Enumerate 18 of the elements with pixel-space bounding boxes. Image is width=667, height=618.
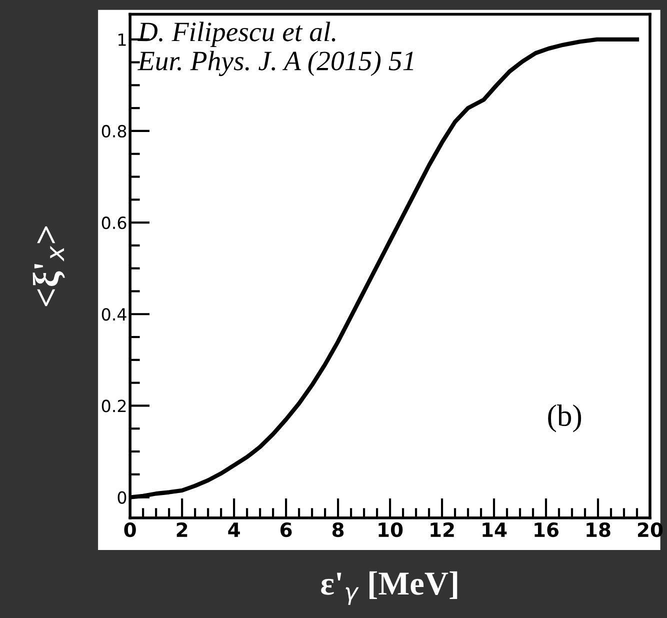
x-tick-label: 10 — [378, 522, 403, 538]
x-axis-title: ε'$_{γ}$ [MeV] — [321, 571, 458, 605]
y-tick-label: 1 — [118, 34, 126, 46]
x-tick-label: 16 — [534, 522, 558, 538]
y-axis-title: <ξ'$_{x}$> — [32, 226, 65, 306]
x-tick-label: 12 — [430, 522, 454, 537]
y-tick-label: 0.8 — [102, 124, 126, 138]
x-tick-label: 4 — [228, 522, 240, 537]
y-tick-label: 0.2 — [102, 400, 126, 412]
x-tick-label: 6 — [280, 522, 292, 538]
x-tick-label: 18 — [586, 522, 610, 538]
x-tick-label: 14 — [482, 522, 507, 537]
annotation: (b) — [548, 404, 582, 432]
x-tick-label: 8 — [332, 522, 344, 538]
y-tick-label: 0.4 — [102, 308, 126, 321]
x-tick-label: 2 — [176, 522, 188, 537]
y-tick-label: 0 — [118, 491, 126, 504]
y-tick-label: 0.6 — [102, 216, 126, 230]
